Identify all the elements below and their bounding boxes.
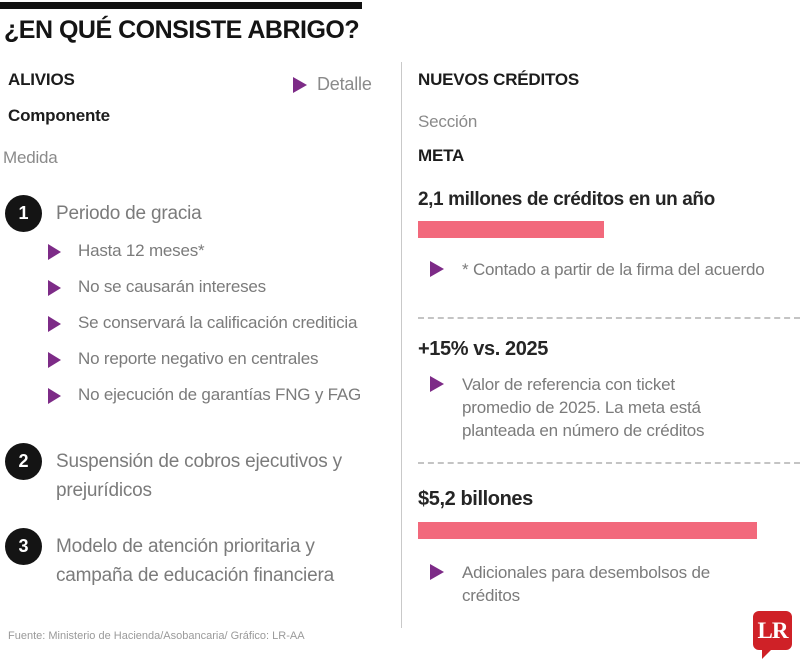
section-label: Sección xyxy=(418,112,478,131)
item-number-badge: 2 xyxy=(5,443,42,480)
lr-logo-text: LR xyxy=(757,617,789,643)
component-label: Componente xyxy=(8,106,110,125)
bullet-row: No se causarán intereses xyxy=(48,277,361,297)
triangle-bullet-icon xyxy=(48,387,61,404)
goal-3-bar xyxy=(418,522,757,539)
left-panel-title: ALIVIOS xyxy=(8,70,75,89)
bullet-text: No se causarán intereses xyxy=(78,277,266,297)
dashed-separator xyxy=(418,462,800,464)
list-item-1: 1 Periodo de gracia xyxy=(5,195,202,232)
item-number-badge: 3 xyxy=(5,528,42,565)
page-title: ¿EN QUÉ CONSISTE ABRIGO? xyxy=(4,16,360,44)
goal-1-bar xyxy=(418,221,604,238)
item-title: Suspensión de cobros ejecutivos y prejur… xyxy=(56,451,342,501)
detail-arrow-icon xyxy=(293,76,307,93)
item-number-badge: 1 xyxy=(5,195,42,232)
triangle-bullet-icon xyxy=(430,261,444,277)
triangle-bullet-icon xyxy=(48,315,61,332)
bullet-text: Se conservará la calificación crediticia xyxy=(78,313,358,333)
item-title: Modelo de atención prioritaria y campaña… xyxy=(56,536,334,586)
list-item-2: 2 Suspensión de cobros ejecutivos y prej… xyxy=(5,443,346,505)
goal-2-note: Valor de referencia con ticket promedio … xyxy=(430,374,730,443)
top-accent-bar xyxy=(0,2,362,9)
bullet-text: No ejecución de garantías FNG y FAG xyxy=(78,385,362,405)
bullet-row: No ejecución de garantías FNG y FAG xyxy=(48,385,362,405)
measure-label: Medida xyxy=(3,148,58,167)
right-panel-title: NUEVOS CRÉDITOS xyxy=(418,70,580,89)
note-text: * Contado a partir de la firma del acuer… xyxy=(462,260,765,279)
triangle-bullet-icon xyxy=(430,376,444,392)
dashed-separator xyxy=(418,317,800,319)
item-1-bullet-list: Hasta 12 meses* No se causarán intereses… xyxy=(48,241,362,405)
detail-label: Detalle xyxy=(317,74,372,94)
goal-1-note: * Contado a partir de la firma del acuer… xyxy=(430,259,765,282)
goal-headline: 2,1 millones de créditos en un año xyxy=(418,189,715,210)
source-credit: Fuente: Ministerio de Hacienda/Asobancar… xyxy=(8,630,305,642)
lr-logo: LR xyxy=(753,611,792,659)
goal-3-note: Adicionales para desembolsos de créditos xyxy=(430,562,717,608)
note-text: Adicionales para desembolsos de créditos xyxy=(462,563,711,605)
legend-detail: Detalle xyxy=(293,74,372,95)
triangle-bullet-icon xyxy=(48,351,61,368)
meta-label: META xyxy=(418,146,465,165)
bullet-text: Hasta 12 meses* xyxy=(78,241,205,261)
bullet-row: Se conservará la calificación crediticia xyxy=(48,313,361,333)
bullet-row: Hasta 12 meses* xyxy=(48,241,361,261)
triangle-bullet-icon xyxy=(430,564,444,580)
bullet-row: No reporte negativo en centrales xyxy=(48,349,361,369)
triangle-bullet-icon xyxy=(48,279,61,296)
bullet-text: No reporte negativo en centrales xyxy=(78,349,319,369)
logo-speech-tail-icon xyxy=(762,649,772,659)
triangle-bullet-icon xyxy=(48,243,61,260)
column-divider xyxy=(401,62,402,628)
note-text: Valor de referencia con ticket promedio … xyxy=(462,375,705,440)
goal-headline: $5,2 billones xyxy=(418,488,533,510)
goal-headline: +15% vs. 2025 xyxy=(418,338,548,360)
list-item-3: 3 Modelo de atención prioritaria y campa… xyxy=(5,528,346,590)
item-title: Periodo de gracia xyxy=(56,203,202,224)
